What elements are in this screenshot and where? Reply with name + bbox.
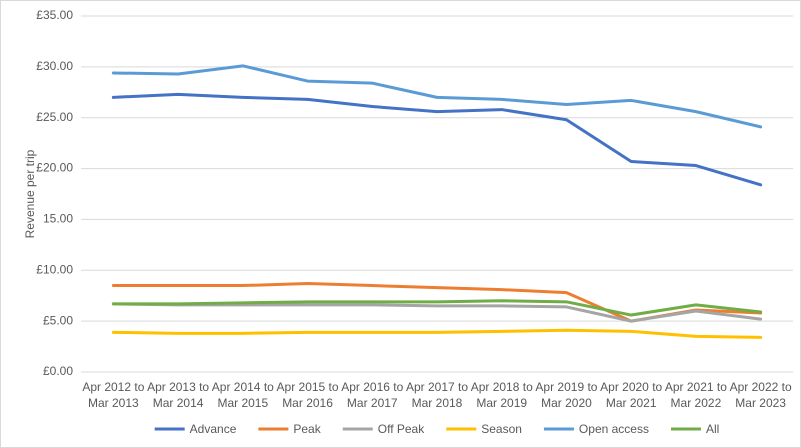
line-series [111, 92, 763, 187]
legend: Advance Peak Off Peak Season Open access All [154, 422, 719, 436]
x-tick-label: Apr 2014 to Mar 2015 [212, 380, 274, 410]
y-axis-label: Revenue per trip [23, 149, 37, 238]
y-tick-label: £0.00 [43, 364, 73, 378]
y-tick-label: £20.00 [36, 161, 73, 175]
legend-label: Open access [579, 422, 649, 436]
x-tick-label: Apr 2019 to Mar 2020 [535, 380, 597, 410]
y-tick-label: £35.00 [36, 8, 73, 22]
x-tick-label: Apr 2022 to Mar 2023 [730, 380, 792, 410]
x-tick-label: Apr 2012 to Mar 2013 [82, 380, 144, 410]
x-tick-label: Apr 2016 to Mar 2017 [341, 380, 403, 410]
y-tick-label: £25.00 [36, 110, 73, 124]
line-series [111, 299, 763, 317]
x-tick-label: Apr 2015 to Mar 2016 [277, 380, 339, 410]
y-tick-label: £30.00 [36, 59, 73, 73]
legend-label: Peak [293, 422, 321, 436]
legend-label: Off Peak [378, 422, 425, 436]
y-tick-label: £10.00 [36, 262, 73, 276]
x-tick-label: Apr 2020 to Mar 2021 [600, 380, 662, 410]
line-series [111, 302, 763, 323]
y-tick-label: £5.00 [43, 313, 73, 327]
legend-label: Season [481, 422, 522, 436]
legend-label: Advance [190, 422, 237, 436]
x-tick-label: Apr 2021 to Mar 2022 [665, 380, 727, 410]
x-tick-label: Apr 2018 to Mar 2019 [471, 380, 533, 410]
line-series [111, 64, 763, 129]
x-tick-label: Apr 2013 to Mar 2014 [147, 380, 209, 410]
x-tick-label: Apr 2017 to Mar 2018 [406, 380, 468, 410]
legend-label: All [706, 422, 719, 436]
line-series [111, 328, 763, 339]
y-tick-label: 15.00 [43, 212, 73, 226]
